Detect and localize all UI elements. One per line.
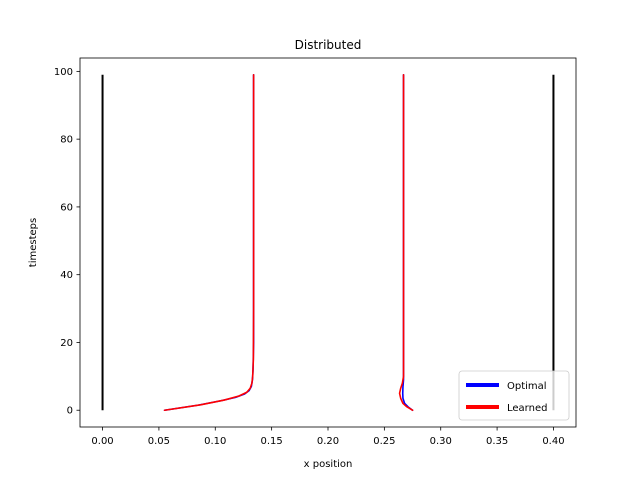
x-axis: 0.00 0.05 0.10 0.15 0.20 0.25 0.30 0.35 0.40 [91, 427, 565, 447]
x-tick-label: 0.05 [148, 436, 170, 447]
y-tick-label: 0 [67, 406, 73, 417]
y-tick-label: 40 [60, 270, 73, 281]
x-tick-label: 0.30 [430, 436, 452, 447]
x-tick-label: 0.00 [91, 436, 113, 447]
y-tick-label: 60 [60, 202, 73, 213]
x-tick-label: 0.10 [204, 436, 226, 447]
y-axis: 0 20 40 60 80 100 [54, 67, 80, 417]
y-axis-label: timesteps [28, 218, 39, 267]
series-learned-agent-1 [163, 73, 255, 412]
legend-label-optimal: Optimal [507, 381, 547, 392]
y-tick-label: 100 [54, 67, 73, 78]
x-tick-label: 0.25 [373, 436, 395, 447]
y-tick-label: 80 [60, 135, 73, 146]
x-tick-label: 0.35 [486, 436, 508, 447]
plot-area [101, 73, 555, 412]
x-tick-label: 0.40 [542, 436, 564, 447]
x-axis-label: x position [304, 459, 353, 470]
series-learned-agent-2 [398, 73, 414, 412]
y-tick-label: 20 [60, 338, 73, 349]
x-tick-label: 0.20 [317, 436, 339, 447]
legend-label-learned: Learned [507, 403, 547, 414]
x-tick-label: 0.15 [261, 436, 283, 447]
chart-title: Distributed [295, 38, 362, 52]
series-optimal-agent-1 [163, 73, 255, 412]
legend: Optimal Learned [458, 370, 570, 421]
